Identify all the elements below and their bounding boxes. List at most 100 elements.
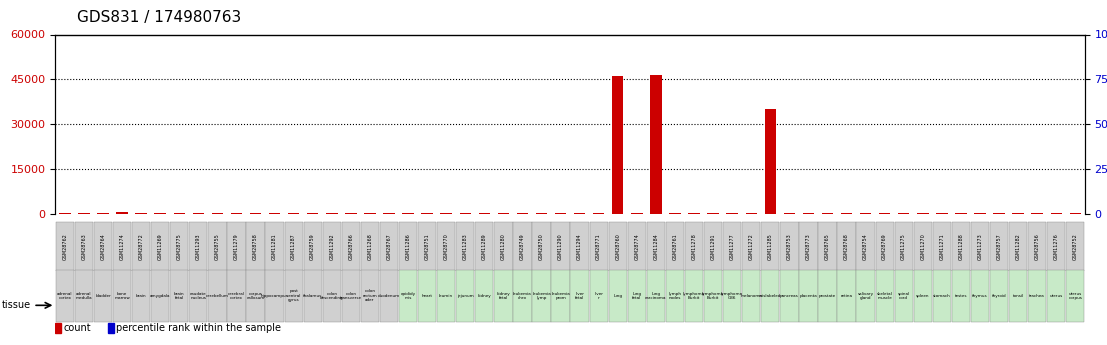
Text: uterus
corpus: uterus corpus: [1068, 292, 1083, 300]
FancyBboxPatch shape: [247, 270, 265, 322]
Text: colon
rectum
ader: colon rectum ader: [363, 289, 377, 303]
FancyBboxPatch shape: [857, 223, 875, 271]
Text: lung
carcinoma: lung carcinoma: [645, 292, 666, 300]
FancyBboxPatch shape: [818, 223, 837, 271]
Text: GSM28770: GSM28770: [444, 234, 448, 260]
Text: GSM11270: GSM11270: [920, 234, 925, 260]
Bar: [573, 213, 586, 214]
Text: post
central
gyrus: post central gyrus: [287, 289, 301, 303]
Bar: [821, 213, 834, 214]
Bar: [193, 213, 204, 214]
Bar: [155, 213, 166, 214]
Text: GSM28752: GSM28752: [1073, 234, 1078, 260]
Text: colon
descending: colon descending: [320, 292, 343, 300]
FancyBboxPatch shape: [1028, 223, 1046, 271]
FancyBboxPatch shape: [514, 270, 531, 322]
Text: GSM11287: GSM11287: [291, 234, 297, 260]
FancyBboxPatch shape: [762, 270, 779, 322]
Bar: [364, 213, 375, 214]
Text: pancreas: pancreas: [780, 294, 799, 298]
Bar: [108, 323, 114, 333]
Text: GSM11293: GSM11293: [196, 234, 200, 260]
Text: GSM11291: GSM11291: [711, 234, 715, 260]
Text: epididy
mis: epididy mis: [401, 292, 415, 300]
FancyBboxPatch shape: [570, 270, 589, 322]
FancyBboxPatch shape: [799, 223, 818, 271]
Bar: [689, 213, 700, 214]
FancyBboxPatch shape: [418, 223, 436, 271]
Text: lymph
nodes: lymph nodes: [669, 292, 682, 300]
FancyBboxPatch shape: [494, 270, 513, 322]
Bar: [59, 213, 71, 214]
FancyBboxPatch shape: [113, 270, 132, 322]
Text: tonsil: tonsil: [1013, 294, 1024, 298]
Text: thymus: thymus: [972, 294, 987, 298]
Text: GSM11275: GSM11275: [901, 234, 907, 260]
Bar: [784, 213, 795, 214]
Text: GSM28762: GSM28762: [62, 234, 68, 260]
FancyBboxPatch shape: [876, 270, 893, 322]
FancyBboxPatch shape: [742, 270, 761, 322]
Bar: [97, 213, 108, 214]
Text: brain: brain: [136, 294, 146, 298]
FancyBboxPatch shape: [723, 223, 742, 271]
FancyBboxPatch shape: [75, 223, 93, 271]
Bar: [288, 213, 299, 214]
Text: skeletal
muscle: skeletal muscle: [877, 292, 892, 300]
Bar: [726, 213, 738, 214]
Text: GSM28775: GSM28775: [177, 234, 182, 260]
Bar: [116, 213, 127, 214]
Text: GSM28768: GSM28768: [844, 234, 849, 260]
FancyBboxPatch shape: [551, 223, 570, 271]
Text: kidney
fetal: kidney fetal: [497, 292, 510, 300]
FancyBboxPatch shape: [170, 270, 188, 322]
FancyBboxPatch shape: [55, 223, 74, 271]
Text: salivary
gland: salivary gland: [858, 292, 873, 300]
Text: GSM11292: GSM11292: [329, 234, 334, 260]
FancyBboxPatch shape: [380, 270, 399, 322]
FancyBboxPatch shape: [208, 223, 227, 271]
FancyBboxPatch shape: [361, 270, 379, 322]
Bar: [55, 323, 61, 333]
Text: testes: testes: [954, 294, 968, 298]
Text: uterus: uterus: [1049, 294, 1063, 298]
FancyBboxPatch shape: [75, 270, 93, 322]
Text: GSM28761: GSM28761: [672, 234, 677, 260]
FancyBboxPatch shape: [894, 270, 913, 322]
Text: adrenal
cortex: adrenal cortex: [58, 292, 73, 300]
Text: corpus
callosum: corpus callosum: [247, 292, 265, 300]
Bar: [211, 213, 224, 214]
Bar: [670, 213, 681, 214]
Text: placenta: placenta: [799, 294, 817, 298]
Text: GSM28749: GSM28749: [520, 234, 525, 260]
Bar: [707, 213, 718, 214]
Bar: [974, 213, 985, 214]
FancyBboxPatch shape: [762, 223, 779, 271]
Text: GSM28763: GSM28763: [82, 234, 86, 260]
Text: GSM28766: GSM28766: [349, 234, 353, 260]
Bar: [402, 213, 414, 214]
Bar: [612, 76, 623, 214]
FancyBboxPatch shape: [799, 270, 818, 322]
FancyBboxPatch shape: [685, 270, 703, 322]
Text: GSM28771: GSM28771: [597, 234, 601, 260]
Text: cerebellum: cerebellum: [206, 294, 229, 298]
FancyBboxPatch shape: [94, 270, 112, 322]
Bar: [269, 213, 280, 214]
Text: GSM11294: GSM11294: [577, 234, 582, 260]
FancyBboxPatch shape: [247, 223, 265, 271]
Text: GSM28759: GSM28759: [310, 234, 315, 260]
Text: melanoma: melanoma: [741, 294, 763, 298]
FancyBboxPatch shape: [1008, 223, 1027, 271]
Text: GSM11272: GSM11272: [748, 234, 754, 260]
FancyBboxPatch shape: [475, 223, 494, 271]
FancyBboxPatch shape: [646, 270, 665, 322]
Bar: [898, 213, 910, 214]
Bar: [1032, 213, 1043, 214]
Text: bone
marrow: bone marrow: [114, 292, 130, 300]
Text: GSM11284: GSM11284: [653, 234, 659, 260]
FancyBboxPatch shape: [189, 270, 207, 322]
Bar: [765, 109, 776, 214]
Text: GSM11290: GSM11290: [558, 234, 563, 260]
Bar: [593, 213, 604, 214]
